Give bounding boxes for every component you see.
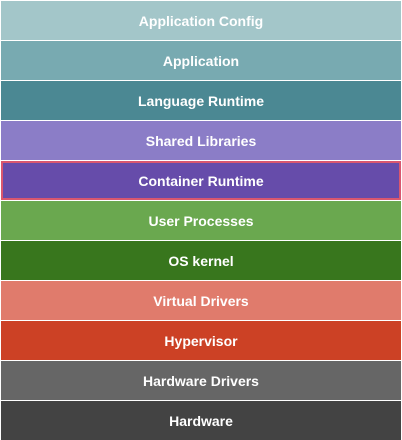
- layer-os-kernel: OS kernel: [1, 241, 401, 280]
- layer-label: Application Config: [138, 12, 264, 29]
- layer-label: Shared Libraries: [145, 132, 257, 149]
- layer-hardware: Hardware: [1, 401, 401, 440]
- layer-label: Hardware: [169, 412, 233, 429]
- layer-application-config: Application Config: [1, 1, 401, 40]
- layer-container-runtime: Container Runtime: [1, 161, 401, 200]
- layer-label: Virtual Drivers: [153, 292, 249, 309]
- layer-virtual-drivers: Virtual Drivers: [1, 281, 401, 320]
- layer-application: Application: [1, 41, 401, 80]
- layer-label: Application: [162, 52, 240, 69]
- layer-hypervisor: Hypervisor: [1, 321, 401, 360]
- layer-label: Hardware Drivers: [143, 372, 259, 389]
- layer-label: OS kernel: [168, 252, 234, 269]
- layer-shared-libraries: Shared Libraries: [1, 121, 401, 160]
- layer-label: Container Runtime: [138, 172, 264, 189]
- layer-hardware-drivers: Hardware Drivers: [1, 361, 401, 400]
- layer-label: User Processes: [148, 212, 254, 229]
- layer-label: Language Runtime: [137, 92, 264, 109]
- layer-user-processes: User Processes: [1, 201, 401, 240]
- layer-label: Hypervisor: [164, 332, 238, 349]
- layer-language-runtime: Language Runtime: [1, 81, 401, 120]
